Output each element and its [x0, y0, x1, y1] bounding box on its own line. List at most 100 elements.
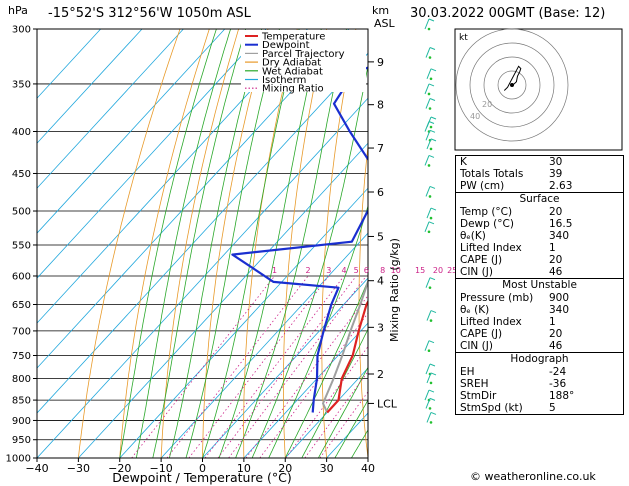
wind-barb [425, 98, 431, 109]
wind-barb-flag [428, 83, 435, 87]
pressure-tick-label: 450 [12, 169, 31, 180]
wind-barb [426, 372, 432, 384]
dry-adiabat-line [358, 142, 368, 458]
mixing-ratio-line [245, 294, 368, 458]
surface-row: θₑ(K) 340 [460, 230, 570, 242]
altitude-tick-label: LCL [377, 397, 398, 410]
skewt-background-lines [37, 29, 451, 458]
wind-barb-dot [429, 125, 433, 129]
altitude-tick-label: 5 [377, 230, 384, 243]
pressure-tick-label: 1000 [6, 454, 31, 465]
pressure-tick-label: 500 [12, 207, 31, 218]
mixing-ratio-label: 2 [306, 266, 311, 275]
temperature-tick-label: 40 [361, 462, 375, 475]
wind-barb-flag [428, 221, 435, 225]
wind-barb-flag [430, 310, 437, 314]
altitude-tick-label: 2 [377, 368, 384, 381]
surface-row: CAPE (J) 20 [460, 254, 563, 266]
legend-box [241, 30, 366, 92]
parcel-trajectory-line [322, 278, 368, 413]
legend-label: Parcel Trajectory [262, 49, 345, 60]
wind-barb-flag [429, 363, 436, 367]
asl-label: ASL [374, 17, 396, 30]
mixing-ratio-label: 6 [364, 266, 369, 275]
wind-barb-dot [428, 195, 432, 198]
pressure-tick-label: 700 [12, 326, 31, 337]
wind-barb-flag [428, 389, 435, 393]
pressure-tick-label: 300 [12, 25, 31, 36]
wind-barb-flag [430, 207, 437, 211]
legend-label: Dewpoint [262, 40, 310, 51]
altitude-tick-label: 3 [377, 321, 384, 334]
wet-adiabat-line [119, 29, 217, 458]
legend-label: Isotherm [262, 75, 306, 86]
wind-barb-dot [429, 381, 433, 385]
wind-barb-flag [429, 129, 436, 133]
dry-adiabat-line [119, 29, 210, 458]
wind-barbs [424, 18, 437, 424]
dry-adiabat-line [243, 29, 298, 458]
wet-adiabat-line [185, 29, 280, 458]
wind-barb-flag [430, 138, 437, 142]
hodograph-ring [455, 28, 569, 142]
mixing-ratio-line [166, 275, 309, 458]
mixing-ratio-label: 5 [354, 266, 359, 275]
index-row: PW (cm) 2.63 [460, 180, 573, 192]
pressure-tick-label: 400 [12, 127, 31, 138]
wind-barb-dot [427, 349, 431, 353]
altitude-axis: 9 8 7 6 5 4 3 2 LCL [368, 56, 398, 410]
index-row: K 30 [460, 156, 563, 168]
wind-barb [424, 83, 430, 95]
isotherm-line [37, 29, 143, 144]
dewpoint-line [231, 66, 368, 413]
mixing-ratio-label: 4 [342, 266, 347, 275]
wind-barb [426, 412, 432, 423]
most-unstable-title: Most Unstable [502, 279, 577, 291]
index-row: Totals Totals 39 [460, 168, 563, 180]
temperature-tick-label: −10 [150, 462, 173, 475]
wet-adiabat-line [152, 29, 246, 458]
pressure-tick-label: 950 [12, 435, 31, 446]
wind-barb-flag [429, 98, 436, 101]
wind-barb-dot [427, 164, 431, 167]
mixing-ratio-label: 25 [447, 266, 457, 275]
temperature-tick-label: 10 [237, 462, 251, 475]
wind-barb-dot [429, 216, 433, 220]
mixing-ratio-line [188, 275, 330, 458]
hodograph-trace [503, 65, 522, 91]
wind-barb [424, 389, 430, 401]
isotherm-line [37, 29, 226, 234]
mixing-ratio-line [131, 275, 275, 458]
wind-barb [426, 310, 432, 321]
wet-adiabat-line [251, 64, 368, 458]
station-title: -15°52'S 312°56'W 1050m ASL [48, 6, 251, 21]
isotherm-line [37, 29, 267, 279]
wet-adiabat-line [218, 29, 322, 458]
mixing-ratio-label: 1 [272, 266, 277, 275]
pressure-axis: 300 350 400 450 500 550 600 650 700 750 800 850 900 9… [6, 25, 37, 465]
pressure-tick-label: 750 [12, 351, 31, 362]
wind-barb [426, 138, 432, 150]
wet-adiabat-line [135, 29, 231, 458]
pressure-tick-label: 650 [12, 300, 31, 311]
temperature-line [326, 299, 368, 414]
hodograph-ring-label: 40 [470, 112, 480, 121]
wind-barb [425, 186, 431, 197]
wind-barb [426, 207, 432, 219]
wind-barb-flag [430, 68, 437, 72]
wind-barb-flag [429, 277, 436, 281]
hodograph-unit-label: kt [459, 33, 468, 43]
mixing-ratio-label: 15 [415, 266, 425, 275]
isotherm-line [37, 97, 368, 458]
wind-barb-flag [429, 47, 436, 50]
altitude-tick-label: 7 [377, 142, 384, 155]
dry-adiabat-line [202, 29, 269, 458]
wet-adiabat-line [301, 328, 368, 458]
dry-adiabat-line [430, 29, 451, 458]
surface-row: Temp (°C) 20 [460, 206, 563, 218]
wind-barb-dot [427, 230, 431, 234]
mixing-ratio-label: 8 [380, 266, 385, 275]
dry-adiabat-line [78, 29, 181, 458]
indices-panel: K 30 Totals Totals 39 PW (cm) 2.63 Surface … [455, 155, 624, 415]
